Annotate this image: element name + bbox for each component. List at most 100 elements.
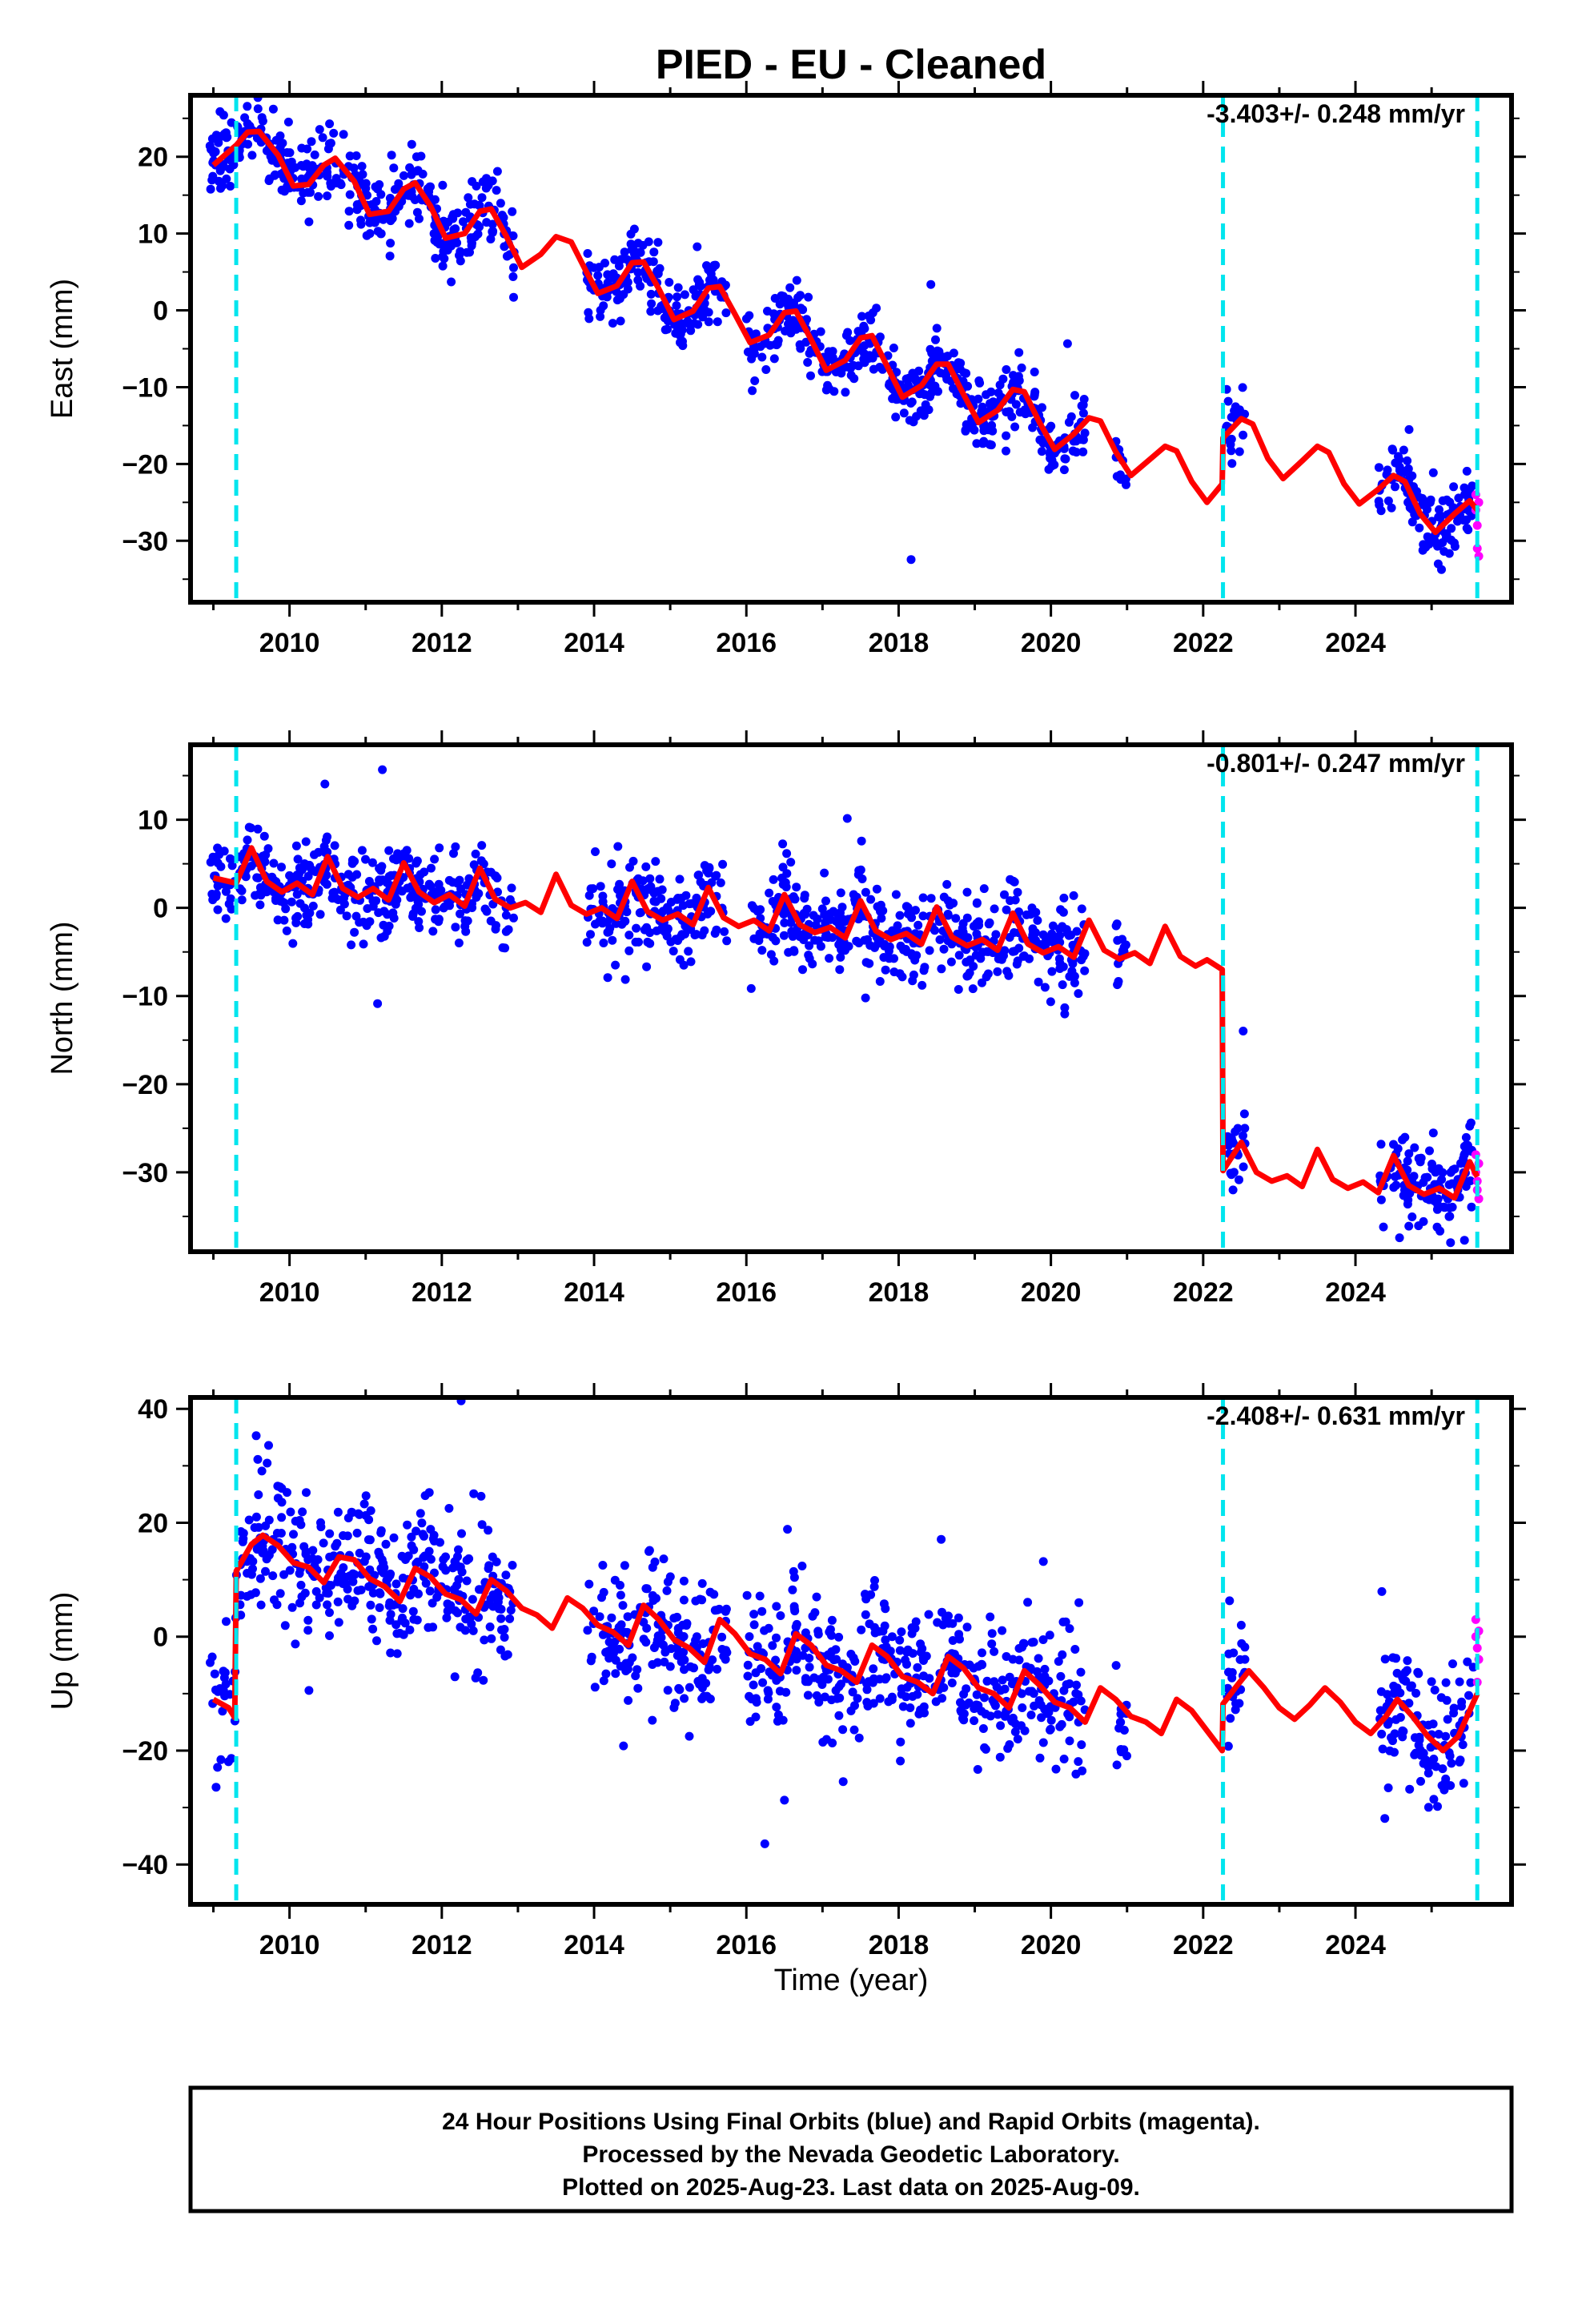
final-point — [282, 926, 291, 935]
final-point — [869, 1664, 878, 1674]
final-point — [767, 1671, 777, 1680]
final-point — [920, 1708, 929, 1718]
final-point — [1047, 967, 1057, 976]
final-point — [499, 213, 508, 223]
final-point — [361, 1510, 371, 1520]
final-point — [292, 890, 302, 899]
final-point — [1407, 1212, 1417, 1221]
final-point — [942, 879, 952, 889]
final-point — [853, 1694, 862, 1703]
final-point — [291, 1639, 300, 1649]
footer-line-1: 24 Hour Positions Using Final Orbits (bl… — [442, 2109, 1260, 2135]
final-point — [291, 841, 301, 850]
final-point — [1378, 1744, 1387, 1754]
final-point — [673, 894, 683, 903]
final-point — [995, 380, 1005, 390]
final-point — [361, 1491, 371, 1501]
final-point — [389, 914, 399, 923]
final-point — [823, 1675, 833, 1684]
final-point — [895, 911, 905, 920]
final-point — [456, 909, 464, 919]
y-tick-label: 10 — [138, 806, 168, 836]
final-point — [401, 1555, 410, 1564]
final-point — [926, 344, 935, 354]
final-point — [875, 1694, 885, 1703]
final-point — [772, 1602, 781, 1611]
final-point — [624, 1659, 633, 1669]
final-point — [1383, 1783, 1393, 1792]
final-point — [255, 1574, 265, 1583]
final-point — [299, 188, 308, 198]
final-point — [300, 1588, 310, 1598]
final-point — [939, 944, 949, 954]
final-point — [836, 1679, 845, 1689]
y-axis-label: East (mm) — [46, 279, 79, 419]
final-point — [326, 179, 335, 188]
final-point — [861, 351, 870, 360]
final-point — [978, 1648, 986, 1658]
final-point — [931, 335, 940, 344]
final-point — [1040, 1671, 1050, 1681]
final-point — [789, 1602, 799, 1611]
final-point — [1035, 1753, 1045, 1763]
final-point — [1022, 910, 1031, 919]
final-point — [1056, 1671, 1066, 1681]
final-point — [611, 960, 620, 970]
final-point — [1052, 935, 1062, 944]
final-point — [448, 1563, 458, 1573]
final-point — [618, 1601, 628, 1610]
final-point — [414, 899, 424, 909]
final-point — [804, 292, 813, 302]
final-point — [1466, 1118, 1476, 1128]
final-point — [700, 305, 709, 315]
final-point — [454, 1574, 464, 1584]
final-point — [1035, 435, 1045, 444]
final-point — [1411, 1688, 1421, 1698]
final-point — [435, 843, 444, 853]
final-point — [286, 1507, 295, 1517]
y-tick-label: 0 — [153, 296, 168, 327]
final-point — [768, 1641, 777, 1651]
final-point — [285, 148, 295, 158]
final-point — [451, 842, 460, 851]
final-point — [279, 1570, 289, 1579]
final-point — [796, 291, 805, 300]
final-point — [763, 1686, 773, 1695]
final-point — [656, 925, 666, 935]
final-point — [287, 1542, 297, 1552]
final-point — [817, 904, 827, 914]
x-axis-label: Time (year) — [774, 1964, 929, 1997]
final-point — [386, 1648, 396, 1658]
final-point — [413, 166, 423, 175]
final-point — [620, 916, 630, 926]
final-point — [1000, 890, 1009, 899]
final-point — [642, 962, 652, 971]
final-point — [717, 1632, 727, 1642]
final-point — [857, 1625, 866, 1634]
final-point — [1395, 1233, 1404, 1243]
final-point — [1403, 1200, 1412, 1209]
final-point — [311, 1586, 321, 1596]
final-point — [972, 1690, 982, 1699]
final-point — [782, 869, 792, 879]
model-line — [211, 128, 1480, 536]
final-point — [620, 975, 630, 984]
final-point — [959, 1690, 969, 1699]
final-point — [1033, 915, 1042, 925]
final-point — [301, 837, 311, 846]
final-point — [1240, 1124, 1250, 1133]
final-point — [333, 1597, 343, 1606]
final-point — [962, 1622, 972, 1632]
final-point — [583, 249, 592, 258]
final-point — [716, 878, 725, 887]
final-point — [509, 913, 518, 923]
final-point — [1013, 887, 1022, 897]
final-point — [456, 247, 465, 256]
x-tick-label: 2020 — [1021, 628, 1082, 658]
final-point — [1407, 517, 1417, 527]
final-point — [982, 1676, 992, 1686]
final-point — [1429, 1755, 1439, 1763]
final-point — [1460, 483, 1469, 493]
final-point — [1074, 989, 1083, 999]
final-point — [287, 1602, 297, 1612]
